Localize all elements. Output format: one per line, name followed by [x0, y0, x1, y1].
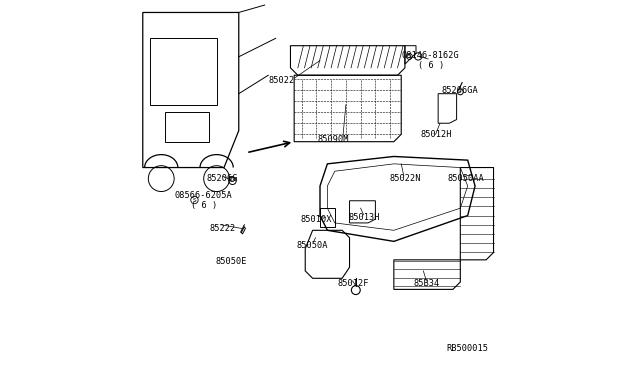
Text: S: S: [408, 54, 412, 59]
Text: RB500015: RB500015: [447, 344, 489, 353]
Text: 85050AA: 85050AA: [447, 174, 484, 183]
Text: 85B34: 85B34: [414, 279, 440, 288]
Text: 85013H: 85013H: [349, 213, 380, 222]
Text: 85012F: 85012F: [337, 279, 369, 288]
Text: 85206GA: 85206GA: [442, 86, 479, 94]
Text: 85022: 85022: [268, 76, 294, 85]
Text: S: S: [193, 198, 196, 202]
Text: 85050E: 85050E: [216, 257, 247, 266]
Text: 85050A: 85050A: [297, 241, 328, 250]
Text: 85012H: 85012H: [420, 130, 452, 139]
Text: 85090M: 85090M: [317, 135, 349, 144]
Text: 85022N: 85022N: [389, 174, 420, 183]
Text: 85206G: 85206G: [207, 174, 238, 183]
Text: 08566-6205A
( 6 ): 08566-6205A ( 6 ): [175, 191, 232, 211]
Text: 08146-8162G
( 6 ): 08146-8162G ( 6 ): [402, 51, 460, 70]
Text: 85222: 85222: [209, 224, 236, 233]
Text: 85010X: 85010X: [301, 215, 332, 224]
